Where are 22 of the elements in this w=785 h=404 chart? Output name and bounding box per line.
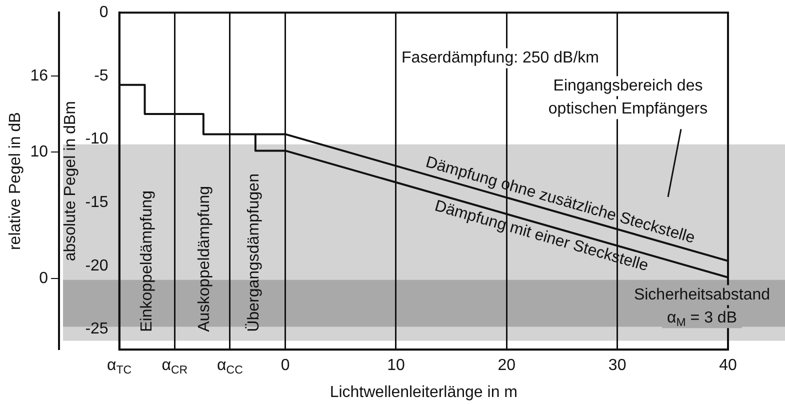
y-tick-label: -25	[85, 320, 108, 338]
y2-tick-label: 10	[30, 143, 48, 160]
x-tick-label: 30	[608, 357, 626, 374]
annotation: Faserdämpfung: 250 dB/km	[402, 50, 599, 67]
y2-tick-label: 16	[30, 67, 48, 84]
y-axis-title: absolute Pegel in dBm	[62, 101, 80, 262]
annotation: Übergangsdämpfugen	[244, 174, 263, 332]
x-tick-label: 20	[498, 357, 516, 374]
y-tick-label: -20	[85, 257, 108, 274]
y-tick-label: 0	[99, 4, 108, 22]
x-tick-label: 10	[387, 357, 405, 374]
x-tick-label: 0	[280, 357, 290, 374]
y-tick-label: -5	[94, 67, 108, 84]
y-tick-label: -15	[85, 194, 108, 212]
annotation: Auskoppeldämpfung	[196, 186, 213, 332]
x-axis-title: Lichtwellenleiterlänge in m	[330, 384, 518, 401]
y-tick-label: -10	[85, 130, 108, 148]
y2-tick-label: 0	[39, 270, 48, 288]
y2-axis-title: relative Pegel in dB	[7, 112, 24, 250]
band-label: Eingangsbereich des optischen Empfängers	[548, 77, 708, 118]
annotation: Einkoppeldämpfung	[138, 190, 156, 332]
x-tick-label: 40	[719, 357, 737, 374]
